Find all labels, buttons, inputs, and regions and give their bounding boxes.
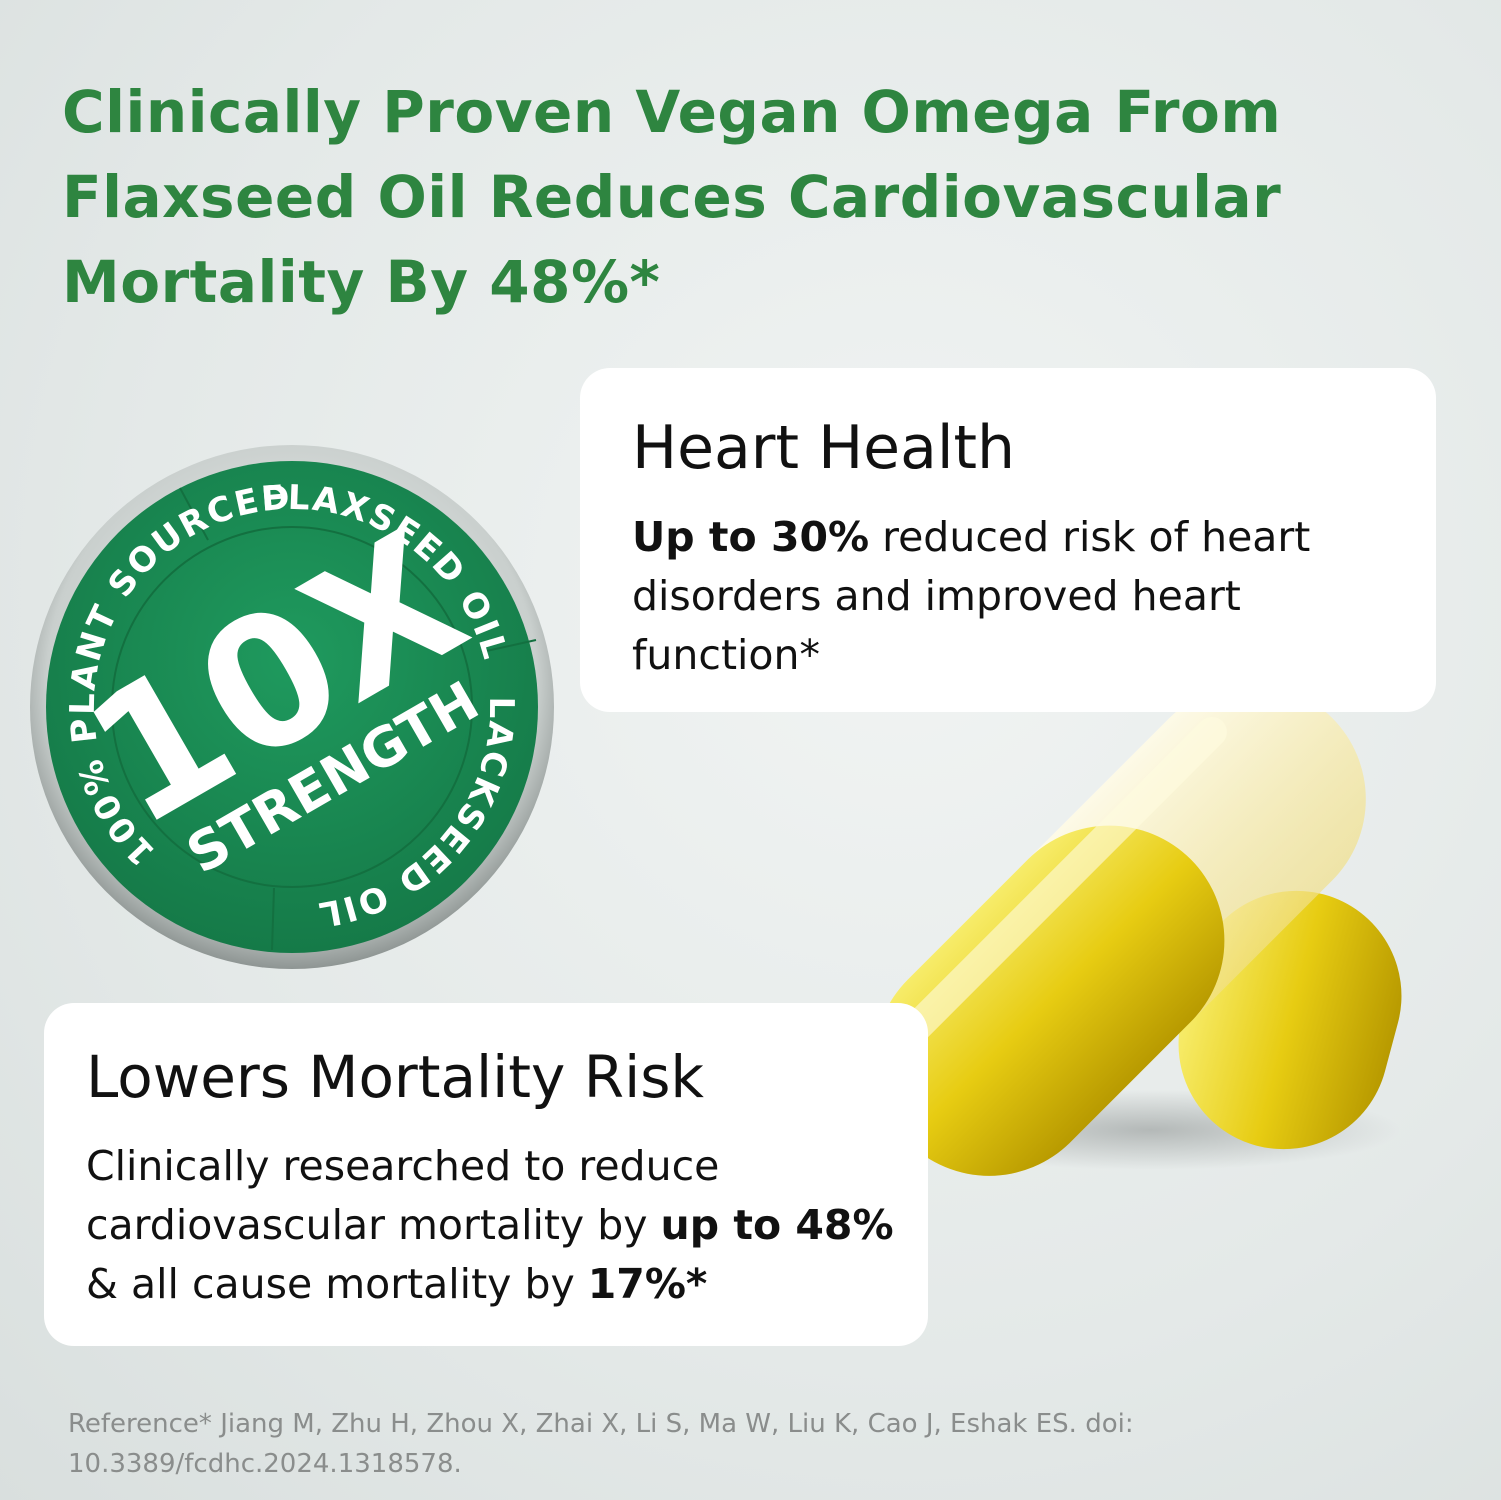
card-title: Heart Health xyxy=(632,413,1016,483)
reference: Reference* Jiang M, Zhu H, Zhou X, Zhai … xyxy=(68,1404,1134,1484)
badge-divider xyxy=(179,487,209,541)
badge-face xyxy=(46,461,538,953)
emphasis: Up to 30% xyxy=(632,513,870,561)
emphasis: up to 48% xyxy=(660,1201,894,1249)
benefit-card: Lowers Mortality Risk Clinically researc… xyxy=(44,1003,928,1346)
body-text: reduced risk of heart disorders and impr… xyxy=(632,513,1311,679)
headline-line: Flaxseed Oil Reduces Cardiovascular xyxy=(62,163,1282,231)
headline-line: Mortality By 48%* xyxy=(62,248,661,316)
reference-line: 10.3389/fcdhc.2024.1318578. xyxy=(68,1449,462,1479)
card-title: Lowers Mortality Risk xyxy=(86,1043,705,1111)
headline: Clinically Proven Vegan Omega From Flaxs… xyxy=(62,70,1281,325)
headline-line: Clinically Proven Vegan Omega From xyxy=(62,78,1282,146)
emphasis: 17%* xyxy=(587,1260,708,1308)
body-text: & all cause mortality by xyxy=(86,1260,588,1308)
card-body: Up to 30% reduced risk of heart disorder… xyxy=(632,508,1406,685)
badge-inner-line xyxy=(111,526,473,888)
body-text: Clinically researched to reduce cardiova… xyxy=(86,1142,720,1249)
capsule-highlight xyxy=(878,717,1227,1066)
capsule-front xyxy=(874,684,1366,1176)
card-body: Clinically researched to reduce cardiova… xyxy=(86,1137,908,1314)
reference-line: Reference* Jiang M, Zhu H, Zhou X, Zhai … xyxy=(68,1409,1134,1439)
badge-divider xyxy=(481,639,537,653)
benefit-card: Heart Health Up to 30% reduced risk of h… xyxy=(580,368,1436,712)
capsule-oil xyxy=(874,825,1225,1176)
badge-divider xyxy=(271,887,275,951)
